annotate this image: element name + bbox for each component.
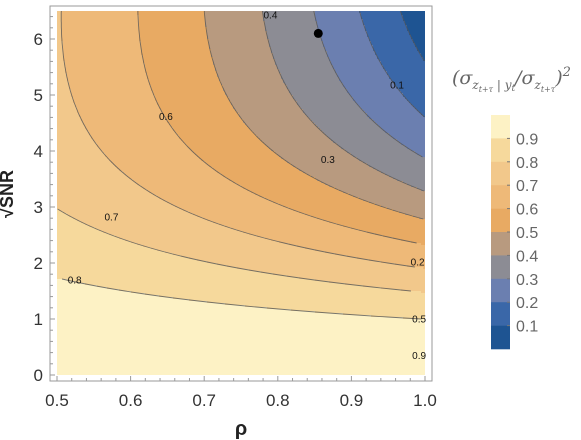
legend-title-slash: /σ — [513, 67, 535, 89]
contour-label: 0.6 — [159, 112, 173, 123]
marker — [314, 29, 323, 38]
legend-swatch — [491, 326, 510, 350]
legend-label: 0.3 — [516, 272, 538, 289]
legend-label: 0.7 — [516, 178, 538, 195]
legend-title-power: 2 — [562, 65, 571, 80]
marker-point — [314, 29, 323, 38]
legend-swatch — [491, 162, 510, 186]
x-tick-label: 0.6 — [119, 391, 143, 410]
legend-swatch — [491, 209, 510, 233]
y-axis: 0 1 2 3 4 5 6 — [34, 17, 55, 385]
x-tick-label: 1.0 — [413, 391, 437, 410]
contour-label: 0.4 — [263, 10, 277, 21]
legend-labels: 0.9 0.8 0.7 0.6 0.5 0.4 0.3 0.2 0.1 — [507, 131, 538, 335]
contour-label: 0.7 — [105, 213, 119, 224]
y-tick-label: 1 — [34, 310, 43, 329]
y-tick-label: 0 — [34, 366, 43, 385]
y-tick-label: 4 — [34, 142, 43, 161]
x-axis-title: ρ — [235, 418, 247, 440]
legend-label: 0.1 — [516, 319, 538, 336]
legend-label: 0.4 — [516, 248, 538, 265]
y-axis-title: √SNR — [0, 170, 17, 218]
legend-swatch — [491, 185, 510, 209]
x-tick-label: 0.8 — [266, 391, 290, 410]
contour-label: 0.3 — [321, 155, 335, 166]
legend-label: 0.8 — [516, 155, 538, 172]
x-tick-label: 0.7 — [192, 391, 216, 410]
legend-title-sub-t: t+τ — [479, 85, 494, 94]
legend-swatch — [491, 255, 510, 279]
legend-title-open: (σ — [452, 67, 473, 89]
legend-swatch — [491, 232, 510, 256]
contour-fill — [57, 11, 425, 375]
legend-swatch — [491, 279, 510, 303]
legend-title-sub-y: | y — [493, 78, 512, 92]
x-tick-label: 0.5 — [45, 391, 69, 410]
legend-label: 0.9 — [516, 131, 538, 148]
y-tick-label: 5 — [34, 86, 43, 105]
legend-label: 0.5 — [516, 225, 538, 242]
legend-label: 0.2 — [516, 295, 538, 312]
legend-swatch — [491, 115, 510, 139]
legend-swatch — [491, 138, 510, 162]
legend: (σzt+τ | yt/σzt+τ)2 0.90.80.70.60.50.40.… — [452, 65, 571, 349]
legend-title-close: ) — [554, 67, 562, 89]
legend-title-sub-td: t+τ — [541, 85, 556, 94]
legend-title: (σzt+τ | yt/σzt+τ)2 — [452, 65, 571, 94]
contour-label: 0.5 — [412, 315, 426, 326]
contour-label: 0.2 — [411, 257, 425, 268]
legend-label: 0.6 — [516, 202, 538, 219]
x-tick-label: 0.9 — [340, 391, 364, 410]
legend-swatch — [491, 302, 510, 326]
y-tick-label: 2 — [34, 254, 43, 273]
contour-label: 0.8 — [68, 275, 82, 286]
contour-label: 0.9 — [412, 351, 426, 362]
y-tick-label: 3 — [34, 198, 43, 217]
y-tick-label: 6 — [34, 30, 43, 49]
contour-label: 0.1 — [390, 80, 404, 91]
